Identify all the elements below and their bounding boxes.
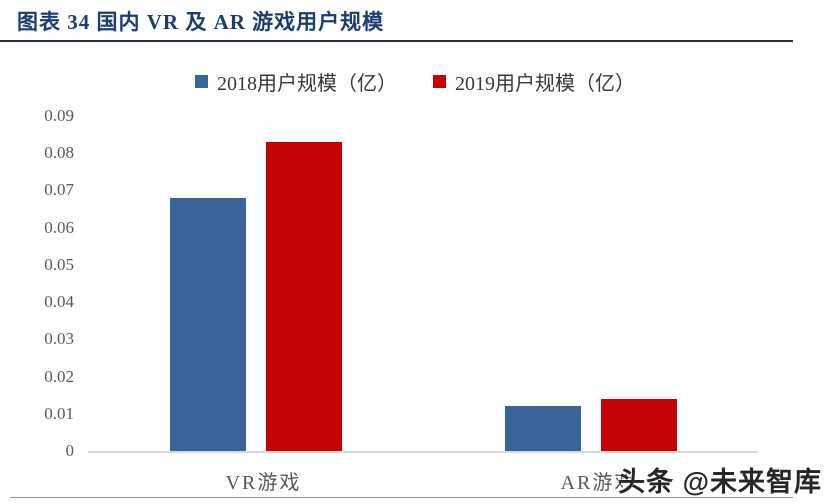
x-axis-category-label: VR游戏 [225,472,302,494]
bar-2019-ar [600,398,677,451]
legend-swatch-icon [433,75,446,88]
y-axis-tick-label: 0.04 [44,292,74,312]
y-axis-tick-label: 0.07 [44,180,74,200]
y-axis-tick-label: 0 [65,441,75,460]
x-axis-line [88,451,758,453]
y-axis-tick-label: 0.06 [44,217,74,237]
title-divider [0,40,793,42]
bar-2018-ar [504,406,581,451]
legend-label: 2019用户规模（亿） [455,73,635,95]
footer-divider [10,497,793,498]
x-axis-category-label: AR游戏 [560,472,637,494]
y-axis-tick-label: 0.02 [44,366,74,386]
y-axis-tick-label: 0.01 [44,403,74,423]
legend-label: 2018用户规模（亿） [217,73,397,95]
y-axis-tick-label: 0.08 [44,143,74,163]
bar-2018-vr [169,197,246,451]
chart-legend: 2018用户规模（亿） 2019用户规模（亿） [0,67,830,96]
y-axis-tick-label: 0.03 [44,329,74,349]
legend-swatch-icon [195,75,208,88]
bar-2019-vr [265,142,342,451]
y-axis-tick-label: 0.05 [44,254,74,274]
legend-item-2018: 2018用户规模（亿） [195,67,397,96]
watermark-text: 头条 @未来智库 [618,467,822,497]
figure-title: 图表 34 国内 VR 及 AR 游戏用户规模 [17,10,385,34]
y-axis-tick-label: 0.09 [44,106,74,125]
legend-item-2019: 2019用户规模（亿） [433,67,635,96]
